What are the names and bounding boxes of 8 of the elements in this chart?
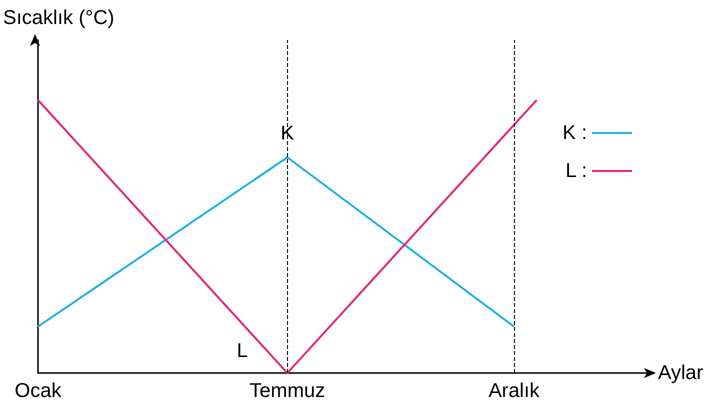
x-tick-label: Aralık (488, 380, 541, 402)
legend-label: L : (566, 160, 587, 182)
x-axis-title: Aylar (658, 362, 704, 384)
x-tick-label: Temmuz (250, 380, 326, 402)
legend-label: K : (562, 122, 587, 144)
annotation: L (236, 340, 248, 362)
y-axis-title: Sıcaklık (°C) (3, 7, 114, 29)
x-tick-label: Ocak (14, 380, 62, 402)
